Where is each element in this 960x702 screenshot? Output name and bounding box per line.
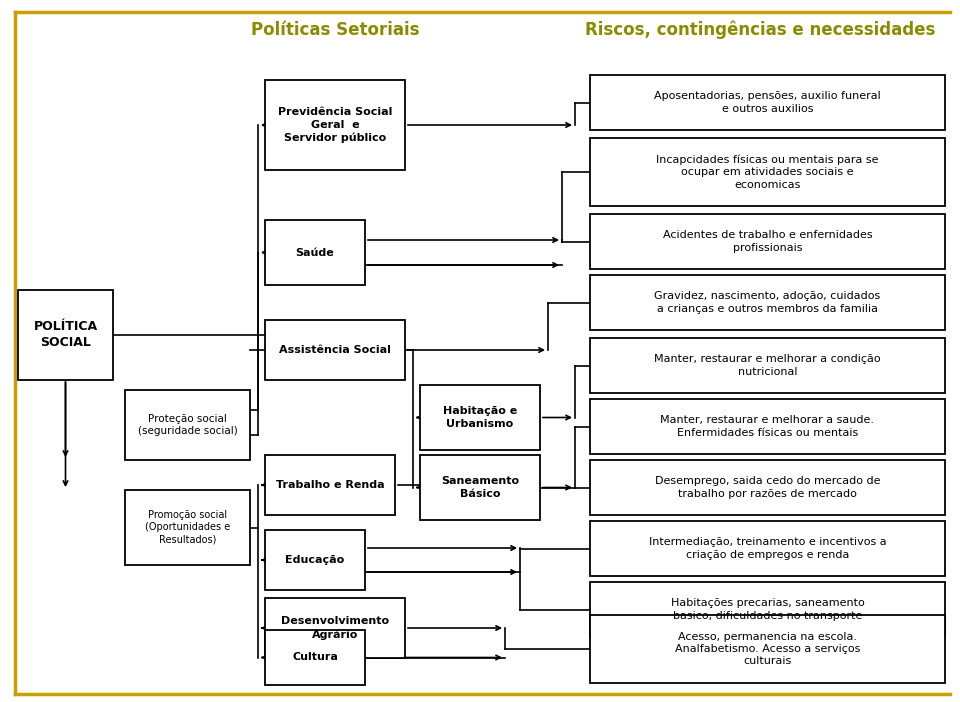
Text: Riscos, contingências e necessidades: Riscos, contingências e necessidades <box>585 21 935 39</box>
Text: Assistência Social: Assistência Social <box>279 345 391 355</box>
Text: Intermediação, treinamento e incentivos a
criação de empregos e renda: Intermediação, treinamento e incentivos … <box>649 537 886 559</box>
Bar <box>265 598 405 658</box>
Bar <box>590 521 945 576</box>
Text: Saneamento
Básico: Saneamento Básico <box>441 476 519 498</box>
Text: Incapcidades físicas ou mentais para se
ocupar em atividades sociais e
economica: Incapcidades físicas ou mentais para se … <box>657 154 878 190</box>
Bar <box>590 214 945 269</box>
Bar <box>265 80 405 170</box>
Text: Trabalho e Renda: Trabalho e Renda <box>276 480 384 490</box>
Text: Habitações precarias, saneamento
basico, dificuldades no transporte: Habitações precarias, saneamento basico,… <box>671 598 864 621</box>
Bar <box>125 490 250 565</box>
Bar <box>590 275 945 330</box>
Bar <box>590 399 945 454</box>
Text: Habitação e
Urbanismo: Habitação e Urbanismo <box>443 406 517 429</box>
Bar <box>590 460 945 515</box>
Text: Aposentadorias, pensões, auxilio funeral
e outros auxilios: Aposentadorias, pensões, auxilio funeral… <box>654 91 881 114</box>
Text: Manter, restaurar e melhorar a condição
nutricional: Manter, restaurar e melhorar a condição … <box>654 355 881 377</box>
Bar <box>590 75 945 130</box>
Bar <box>265 630 365 685</box>
Text: Previdência Social
Geral  e
Servidor público: Previdência Social Geral e Servidor públ… <box>277 107 393 143</box>
Text: Cultura: Cultura <box>292 652 338 663</box>
Bar <box>590 615 945 683</box>
Bar <box>125 390 250 460</box>
Bar <box>590 338 945 393</box>
Text: Acidentes de trabalho e enfernidades
profissionais: Acidentes de trabalho e enfernidades pro… <box>662 230 873 253</box>
Bar <box>590 582 945 637</box>
Text: Desenvolvimento
Agrário: Desenvolvimento Agrário <box>281 616 389 640</box>
Text: Saúde: Saúde <box>296 248 334 258</box>
Text: Acesso, permanencia na escola.
Analfabetismo. Acesso a serviços
culturais: Acesso, permanencia na escola. Analfabet… <box>675 632 860 666</box>
Text: POLÍTICA
SOCIAL: POLÍTICA SOCIAL <box>34 321 98 350</box>
Text: Proteção social
(seguridade social): Proteção social (seguridade social) <box>137 413 237 436</box>
Bar <box>590 138 945 206</box>
Text: Manter, restaurar e melhorar a saude.
Enfermidades físicas ou mentais: Manter, restaurar e melhorar a saude. En… <box>660 416 875 438</box>
Text: Gravidez, nascimento, adoção, cuidados
a crianças e outros membros da familia: Gravidez, nascimento, adoção, cuidados a… <box>655 291 880 314</box>
Text: Educação: Educação <box>285 555 345 565</box>
Bar <box>265 530 365 590</box>
Text: Políticas Setoriais: Políticas Setoriais <box>251 21 420 39</box>
Text: Promoção social
(Oportunidades e
Resultados): Promoção social (Oportunidades e Resulta… <box>145 510 230 545</box>
Bar <box>265 455 395 515</box>
Bar <box>420 385 540 450</box>
Bar <box>18 290 113 380</box>
Bar <box>265 220 365 285</box>
Text: Desemprego, saida cedo do mercado de
trabalho por razões de mercado: Desemprego, saida cedo do mercado de tra… <box>655 476 880 498</box>
Bar <box>420 455 540 520</box>
Bar <box>265 320 405 380</box>
